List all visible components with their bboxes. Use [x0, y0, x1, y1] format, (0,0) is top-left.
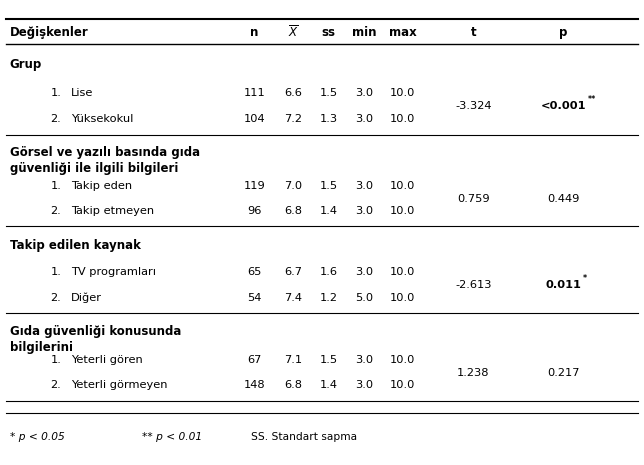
Text: 1.: 1. — [50, 355, 61, 365]
Text: 67: 67 — [247, 355, 261, 365]
Text: 6.7: 6.7 — [284, 267, 302, 277]
Text: 6.8: 6.8 — [284, 206, 302, 216]
Text: 1.5: 1.5 — [319, 88, 337, 98]
Text: TV programları: TV programları — [71, 267, 156, 277]
Text: 2.: 2. — [50, 380, 61, 390]
Text: 1.4: 1.4 — [319, 206, 337, 216]
Text: 3.0: 3.0 — [355, 181, 373, 191]
Text: min: min — [352, 26, 376, 39]
Text: 1.: 1. — [50, 181, 61, 191]
Text: ** p < 0.01: ** p < 0.01 — [142, 432, 202, 442]
Text: Yeterli görmeyen: Yeterli görmeyen — [71, 380, 167, 390]
Text: 10.0: 10.0 — [390, 292, 415, 303]
Text: 7.1: 7.1 — [284, 355, 302, 365]
Text: SS. Standart sapma: SS. Standart sapma — [251, 432, 357, 442]
Text: 96: 96 — [247, 206, 261, 216]
Text: 111: 111 — [243, 88, 265, 98]
Text: 1.4: 1.4 — [319, 380, 337, 390]
Text: Grup: Grup — [10, 58, 42, 71]
Text: Takip etmeyen: Takip etmeyen — [71, 206, 154, 216]
Text: p: p — [559, 26, 568, 39]
Text: Gıda güvenliği konusunda
bilgilerini: Gıda güvenliği konusunda bilgilerini — [10, 325, 181, 353]
Text: 7.0: 7.0 — [284, 181, 302, 191]
Text: Takip eden: Takip eden — [71, 181, 132, 191]
Text: 1.5: 1.5 — [319, 355, 337, 365]
Text: Değişkenler: Değişkenler — [10, 26, 88, 39]
Text: 1.5: 1.5 — [319, 181, 337, 191]
Text: 3.0: 3.0 — [355, 113, 373, 124]
Text: -3.324: -3.324 — [455, 101, 491, 111]
Text: 0.011: 0.011 — [545, 280, 582, 290]
Text: 2.: 2. — [50, 113, 61, 124]
Text: 6.6: 6.6 — [284, 88, 302, 98]
Text: 54: 54 — [247, 292, 261, 303]
Text: *: * — [583, 273, 587, 283]
Text: 1.3: 1.3 — [319, 113, 337, 124]
Text: 65: 65 — [247, 267, 261, 277]
Text: Diğer: Diğer — [71, 292, 102, 303]
Text: Lise: Lise — [71, 88, 93, 98]
Text: $\overline{X}$: $\overline{X}$ — [288, 25, 298, 40]
Text: 10.0: 10.0 — [390, 355, 415, 365]
Text: <0.001: <0.001 — [541, 101, 586, 111]
Text: 3.0: 3.0 — [355, 267, 373, 277]
Text: 10.0: 10.0 — [390, 88, 415, 98]
Text: Takip edilen kaynak: Takip edilen kaynak — [10, 239, 140, 252]
Text: Görsel ve yazılı basında gıda
güvenliği ile ilgili bilgileri: Görsel ve yazılı basında gıda güvenliği … — [10, 146, 200, 175]
Text: 7.2: 7.2 — [284, 113, 302, 124]
Text: 1.238: 1.238 — [457, 368, 489, 378]
Text: 5.0: 5.0 — [355, 292, 373, 303]
Text: max: max — [388, 26, 417, 39]
Text: Yeterli gören: Yeterli gören — [71, 355, 142, 365]
Text: 3.0: 3.0 — [355, 88, 373, 98]
Text: 7.4: 7.4 — [284, 292, 302, 303]
Text: 1.: 1. — [50, 267, 61, 277]
Text: 1.: 1. — [50, 88, 61, 98]
Text: 10.0: 10.0 — [390, 206, 415, 216]
Text: 2.: 2. — [50, 292, 61, 303]
Text: 3.0: 3.0 — [355, 206, 373, 216]
Text: 0.759: 0.759 — [457, 193, 489, 204]
Text: 10.0: 10.0 — [390, 267, 415, 277]
Text: 1.2: 1.2 — [319, 292, 337, 303]
Text: 104: 104 — [243, 113, 265, 124]
Text: **: ** — [588, 94, 596, 104]
Text: t: t — [471, 26, 476, 39]
Text: 3.0: 3.0 — [355, 380, 373, 390]
Text: 10.0: 10.0 — [390, 380, 415, 390]
Text: 10.0: 10.0 — [390, 181, 415, 191]
Text: ss: ss — [321, 26, 336, 39]
Text: 0.217: 0.217 — [547, 368, 580, 378]
Text: -2.613: -2.613 — [455, 280, 491, 290]
Text: n: n — [250, 26, 259, 39]
Text: Yüksekokul: Yüksekokul — [71, 113, 133, 124]
Text: * p < 0.05: * p < 0.05 — [10, 432, 64, 442]
Text: 119: 119 — [243, 181, 265, 191]
Text: 0.449: 0.449 — [547, 193, 580, 204]
Text: 10.0: 10.0 — [390, 113, 415, 124]
Text: 3.0: 3.0 — [355, 355, 373, 365]
Text: 2.: 2. — [50, 206, 61, 216]
Text: 1.6: 1.6 — [319, 267, 337, 277]
Text: 6.8: 6.8 — [284, 380, 302, 390]
Text: 148: 148 — [243, 380, 265, 390]
